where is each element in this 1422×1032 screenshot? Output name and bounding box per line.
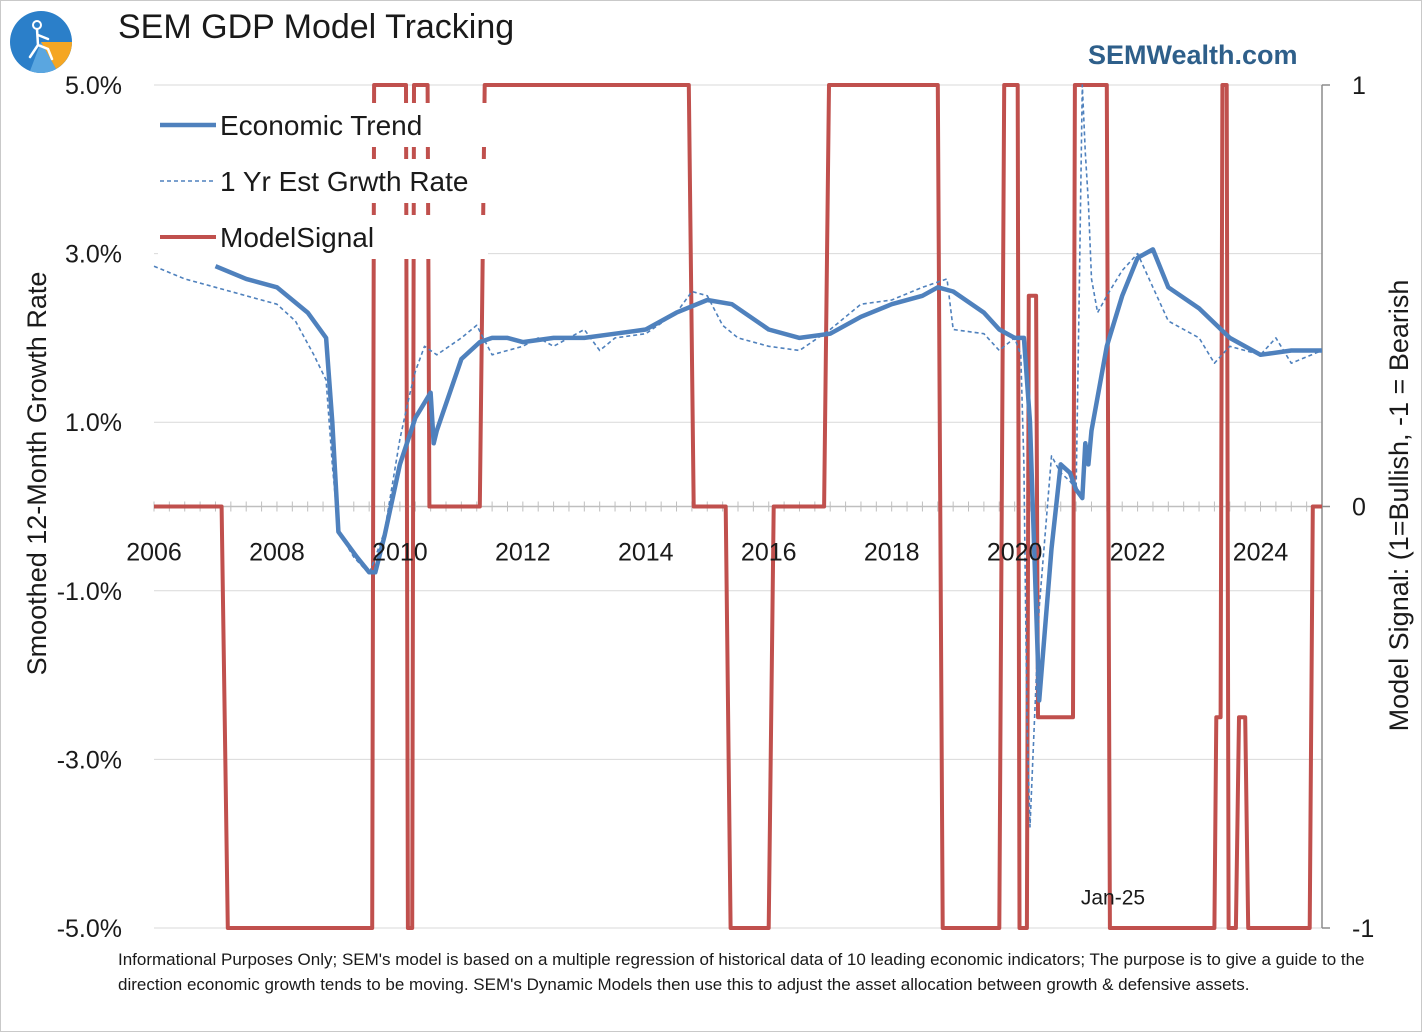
- x-tick-label: 2014: [618, 539, 674, 567]
- sem-logo-icon: [10, 11, 72, 73]
- footnote-text: Informational Purposes Only; SEM's model…: [118, 950, 1365, 994]
- x-tick-label: 2008: [249, 539, 305, 567]
- x-tick-label: 2016: [741, 539, 797, 567]
- annotation-label: Jan-25: [1081, 887, 1145, 910]
- y-tick-label: 3.0%: [65, 241, 122, 269]
- axis-labels: 5.0% 3.0% 1.0% -1.0% -3.0% -5.0% 1 0 -1 2006 2008 2…: [22, 72, 1414, 940]
- legend-label: 1 Yr Est Grwth Rate: [220, 166, 468, 197]
- brand-label: SEMWealth.com: [1088, 40, 1298, 70]
- legend-label: Economic Trend: [220, 110, 422, 141]
- annotations: Jan-25: [1081, 887, 1145, 910]
- y2-tick-label: -1: [1352, 915, 1374, 940]
- chart-title: SEM GDP Model Tracking: [118, 8, 515, 46]
- x-tick-label: 2010: [372, 539, 428, 567]
- gdp-chart: 5.0% 3.0% 1.0% -1.0% -3.0% -5.0% 1 0 -1 2006 2008 2…: [22, 72, 1414, 940]
- y-axis-title: Smoothed 12-Month Growth Rate: [22, 272, 52, 676]
- x-tick-label: 2024: [1233, 539, 1289, 567]
- x-tick-label: 2012: [495, 539, 551, 567]
- x-tick-label: 2018: [864, 539, 920, 567]
- y-tick-label: -5.0%: [57, 915, 122, 940]
- y2-tick-label: 1: [1352, 72, 1366, 100]
- y-tick-label: -3.0%: [57, 746, 122, 774]
- legend-label: ModelSignal: [220, 222, 374, 253]
- series-line-economic-trend: [214, 247, 1322, 703]
- axes: [153, 84, 1330, 929]
- y2-tick-label: 0: [1352, 494, 1366, 522]
- y-tick-label: -1.0%: [57, 578, 122, 606]
- legend: Economic Trend 1 Yr Est Grwth Rate ModelSi…: [158, 103, 488, 259]
- x-tick-label: 2020: [987, 539, 1043, 567]
- y-tick-label: 1.0%: [65, 409, 122, 437]
- x-tick-label: 2022: [1110, 539, 1166, 567]
- y-tick-label: 5.0%: [65, 72, 122, 100]
- y2-axis-title: Model Signal: (1=Bullish, -1 = Bearish: [1384, 280, 1414, 732]
- x-tick-label: 2006: [126, 539, 182, 567]
